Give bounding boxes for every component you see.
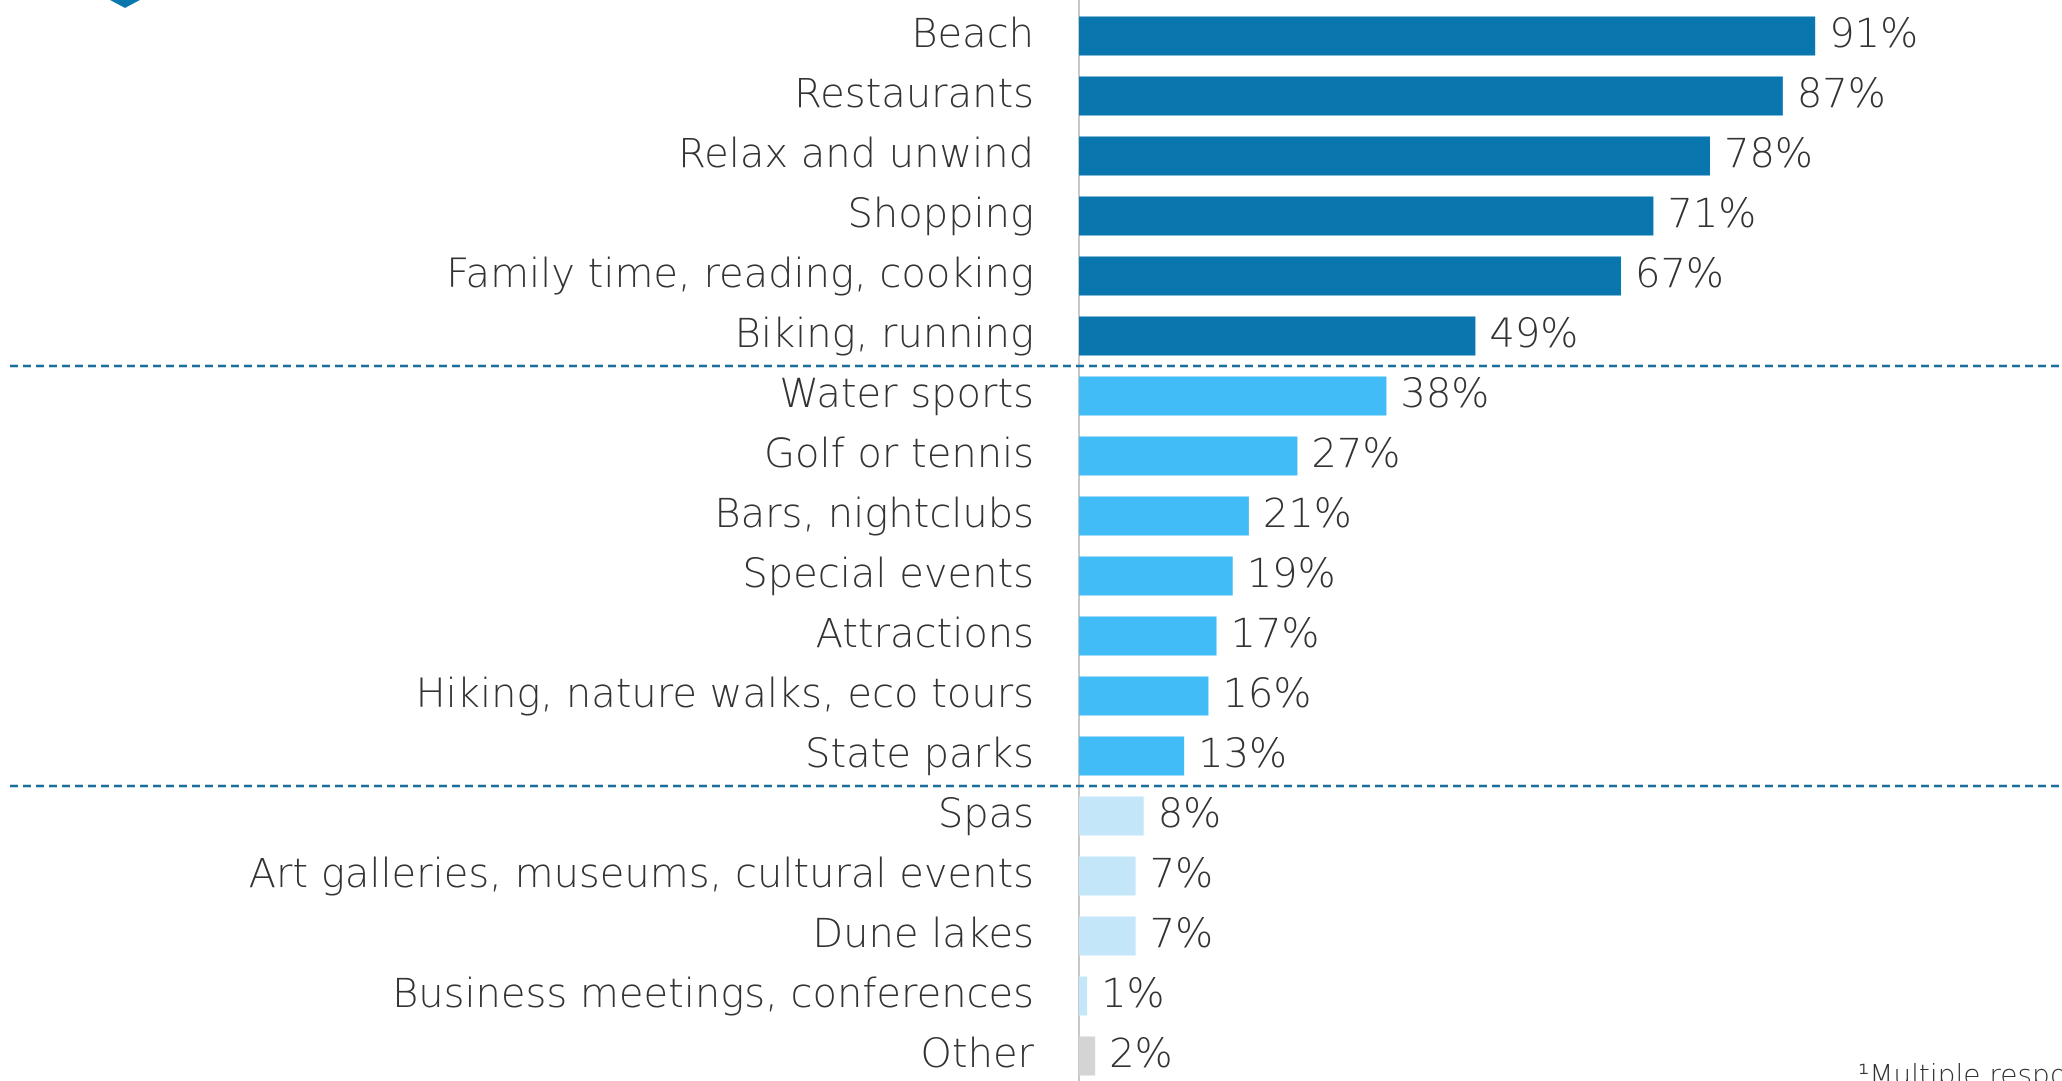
- bar: [1079, 676, 1209, 716]
- category-label: Beach: [911, 11, 1034, 57]
- bar: [1079, 556, 1233, 596]
- value-label: 13%: [1198, 731, 1287, 777]
- category-label: Other: [920, 1031, 1034, 1077]
- bar: [1079, 76, 1783, 116]
- category-label: Restaurants: [794, 71, 1034, 117]
- category-label: Art galleries, museums, cultural events: [249, 851, 1034, 897]
- value-label: 38%: [1400, 371, 1489, 417]
- bar: [1079, 136, 1711, 176]
- value-label: 7%: [1150, 911, 1213, 957]
- category-label: Business meetings, conferences: [392, 971, 1034, 1017]
- bar: [1079, 616, 1217, 656]
- category-label: Hiking, nature walks, eco tours: [416, 671, 1034, 717]
- category-label: Bars, nightclubs: [714, 491, 1034, 537]
- value-label: 87%: [1797, 71, 1886, 117]
- bar: [1079, 436, 1298, 476]
- category-label: Shopping: [848, 191, 1034, 237]
- value-label: 49%: [1489, 311, 1578, 357]
- value-label: 27%: [1311, 431, 1400, 477]
- category-label: Dune lakes: [812, 911, 1034, 957]
- category-label: Golf or tennis: [764, 431, 1034, 477]
- logo-fragment: [110, 0, 140, 8]
- bar: [1079, 976, 1088, 1016]
- category-label: Special events: [742, 551, 1034, 597]
- category-label: Biking, running: [735, 311, 1034, 357]
- value-label: 21%: [1263, 491, 1352, 537]
- value-label: 7%: [1150, 851, 1213, 897]
- value-label: 8%: [1158, 791, 1221, 837]
- bar: [1079, 316, 1476, 356]
- category-label: Relax and unwind: [678, 131, 1034, 177]
- bar: [1079, 736, 1185, 776]
- bar: [1079, 496, 1249, 536]
- value-label: 17%: [1231, 611, 1320, 657]
- value-label: 2%: [1109, 1031, 1172, 1077]
- category-label: State parks: [805, 731, 1034, 777]
- bar: [1079, 16, 1816, 56]
- category-label: Spas: [938, 791, 1034, 837]
- value-label: 78%: [1724, 131, 1813, 177]
- footnote: ¹Multiple responses: [1858, 1058, 2062, 1081]
- value-label: 16%: [1222, 671, 1311, 717]
- bar: [1079, 856, 1136, 896]
- bar: [1079, 376, 1387, 416]
- bar: [1079, 796, 1144, 836]
- category-label: Water sports: [779, 371, 1034, 417]
- value-label: 91%: [1829, 11, 1918, 57]
- category-label: Family time, reading, cooking: [446, 251, 1034, 297]
- bar: [1079, 256, 1622, 296]
- value-label: 67%: [1635, 251, 1724, 297]
- value-label: 71%: [1667, 191, 1756, 237]
- bar: [1079, 196, 1654, 236]
- value-label: 1%: [1101, 971, 1164, 1017]
- bar: [1079, 1036, 1096, 1076]
- value-label: 19%: [1247, 551, 1336, 597]
- bar: [1079, 916, 1136, 956]
- category-label: Attractions: [816, 611, 1034, 657]
